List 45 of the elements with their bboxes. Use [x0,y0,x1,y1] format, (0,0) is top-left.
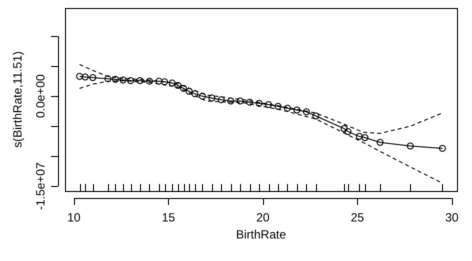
point [293,106,300,114]
point [104,75,112,82]
point [218,96,225,104]
x-tick-label: 20 [256,210,270,224]
point [120,76,127,84]
point [146,78,153,85]
y-axis-title: s(BirthRate,11.51) [10,51,24,148]
point [274,102,282,110]
x-tick-label: 25 [350,210,364,224]
point [312,112,320,120]
point [198,92,206,100]
point [168,80,176,86]
point [340,125,348,132]
point [361,134,368,142]
point [356,132,363,140]
x-tick-label: 10 [67,210,81,224]
point [191,90,198,98]
point [208,94,216,102]
point [438,144,446,152]
point [89,74,96,82]
point [136,77,144,84]
point [127,77,134,84]
point [174,82,182,89]
point [284,104,291,112]
point [227,98,234,104]
point [180,84,188,92]
point [265,101,272,108]
point [186,88,193,95]
x-tick-label: 15 [162,210,176,224]
point [236,98,244,104]
point [82,74,89,80]
point [76,72,84,80]
point [344,128,352,136]
point [302,108,310,116]
point [161,78,168,86]
x-axis-title: BirthRate [236,227,286,242]
point [376,138,384,146]
y-tick-label: 0.0e+00 [33,74,48,118]
point [246,98,254,106]
x-tick-label: 30 [445,210,459,224]
point [155,78,162,85]
point [112,76,119,83]
y-tick-label: -1.5e+07 [33,162,48,210]
point [256,100,263,107]
point [406,142,414,150]
